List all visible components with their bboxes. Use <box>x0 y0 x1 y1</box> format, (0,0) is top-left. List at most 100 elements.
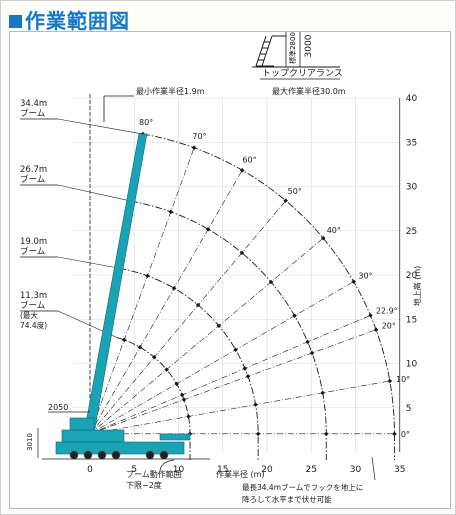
hook-icon <box>179 392 185 398</box>
boom-swing-note-line1: ブーム動作範囲 <box>126 469 182 479</box>
hook-icon <box>392 431 397 437</box>
boom-swing-arrow <box>159 459 175 473</box>
x-tick-label: 35 <box>394 465 405 475</box>
angle-label: 80° <box>139 118 153 127</box>
hook-icon <box>283 198 288 203</box>
hook-icon <box>186 414 191 419</box>
bottom-note-line2: 降ろして水平まで伏せ可能 <box>242 494 332 504</box>
y-axis-label: 地上高 (m) <box>412 266 422 307</box>
boom-label-line: 26.7m <box>20 165 47 175</box>
boom-arc <box>142 133 395 460</box>
hook-icon <box>242 366 248 371</box>
hook-icon <box>239 167 245 173</box>
min-radius-note: 最小作業半径1.9m <box>136 86 205 96</box>
page-title: 作業範囲図 <box>9 5 130 34</box>
y-tick-label: 20 <box>406 271 418 281</box>
boom-label-line: ブーム <box>20 174 45 185</box>
clearance-dimension <box>285 32 301 67</box>
angle-label: 0° <box>401 430 410 439</box>
hook-icon <box>268 279 274 285</box>
crane-icon <box>42 133 210 460</box>
boom-label-leader <box>57 118 143 135</box>
hook-icon <box>351 279 356 284</box>
hook-icon <box>145 273 150 279</box>
boom-label-line: 34.4m <box>20 99 47 109</box>
angle-line <box>89 168 244 435</box>
hook-icon <box>368 313 373 318</box>
y-tick-label: 25 <box>406 227 417 237</box>
angle-line <box>89 280 356 435</box>
boom-labels: 34.4mブーム26.7mブーム19.0mブーム11.3mブーム(最大74.4度… <box>20 99 143 338</box>
angle-label: 40° <box>327 226 341 235</box>
working-range-svg: 80° 70° 60° 50° 40° 30° 22.9° 20° 10° 0° 0 5 10 15 20… <box>20 32 422 504</box>
boom-arcs <box>116 131 397 460</box>
dim-2050: 2050 <box>48 403 68 412</box>
crane-outrigger <box>159 433 191 441</box>
angle-line <box>89 146 196 434</box>
grid-lines <box>72 94 401 452</box>
top-clearance-inset: 標準2800 3000 トップクリアランス <box>252 32 343 80</box>
x-tick-label: 25 <box>306 465 317 475</box>
title-square-icon <box>9 15 22 28</box>
hook-icon <box>387 378 393 384</box>
hook-icon <box>164 367 169 372</box>
hook-icon <box>373 327 379 332</box>
clearance-dim-outer: 3000 <box>304 34 314 57</box>
hook-icon <box>168 209 174 215</box>
angle-label: 60° <box>242 155 256 164</box>
bottom-note-line1: 最長34.4mブームでフックを地上に <box>242 482 363 492</box>
hook-icon <box>121 337 127 343</box>
hook-icon <box>320 390 325 396</box>
y-tick-label: 40 <box>406 94 418 104</box>
boom-arc <box>119 267 259 460</box>
working-range-diagram: 80° 70° 60° 50° 40° 30° 22.9° 20° 10° 0° 0 5 10 15 20… <box>9 31 451 509</box>
page-title-text: 作業範囲図 <box>25 9 130 33</box>
hook-icon <box>171 285 177 291</box>
x-axis-label: 作業半径 (m) <box>216 469 265 479</box>
angle-label: 10° <box>396 375 410 384</box>
hook-icon <box>152 354 157 360</box>
hook-icon <box>320 235 326 241</box>
boom-label-line: ブーム <box>20 300 45 311</box>
hook-icon <box>174 381 179 387</box>
angle-label: 70° <box>192 132 206 141</box>
hook-icon <box>253 402 258 407</box>
hook-icon <box>191 145 197 151</box>
hook-icon <box>233 347 238 353</box>
top-clearance-label: トップクリアランス <box>262 68 343 79</box>
y-tick-label: 35 <box>406 138 417 148</box>
hook-icon <box>255 431 261 437</box>
hook-icon <box>292 313 297 318</box>
angle-line <box>89 328 378 435</box>
angle-line <box>89 199 288 435</box>
x-tick-label: 20 <box>261 465 273 475</box>
boom-label-line: 74.4度) <box>20 320 47 330</box>
boom-label-leader <box>57 184 132 202</box>
angle-line <box>89 380 392 435</box>
angle-label: 20° <box>382 321 396 330</box>
x-tick-label: 0 <box>87 465 93 475</box>
hook-icon <box>305 339 310 345</box>
boom-arc <box>130 200 327 460</box>
angle-label: 22.9° <box>376 307 398 316</box>
boom-swing-note-line2: 下限−2度 <box>126 480 162 490</box>
boom-label-line: (最大 <box>20 310 38 320</box>
angle-line <box>89 236 325 435</box>
hook-icon <box>181 397 187 402</box>
clearance-dim-inner: 標準2800 <box>288 32 297 64</box>
hook-icon <box>309 350 315 356</box>
x-tick-label: 5 <box>131 465 137 475</box>
ladder-icon <box>252 35 340 68</box>
hook-icon <box>137 344 143 350</box>
x-tick-label: 15 <box>217 465 228 475</box>
hook-icon <box>324 431 329 437</box>
crane-boom <box>83 133 148 435</box>
angle-lines: 80° 70° 60° 50° 40° 30° 22.9° 20° 10° 0° <box>89 118 410 439</box>
y-tick-label: 15 <box>406 315 417 325</box>
boom-label-line: 11.3m <box>20 291 47 301</box>
y-tick-label: 30 <box>406 183 418 193</box>
max-radius-note: 最大作業半径30.0m <box>272 86 346 96</box>
hook-icon <box>216 323 222 329</box>
angle-label: 50° <box>288 187 302 196</box>
